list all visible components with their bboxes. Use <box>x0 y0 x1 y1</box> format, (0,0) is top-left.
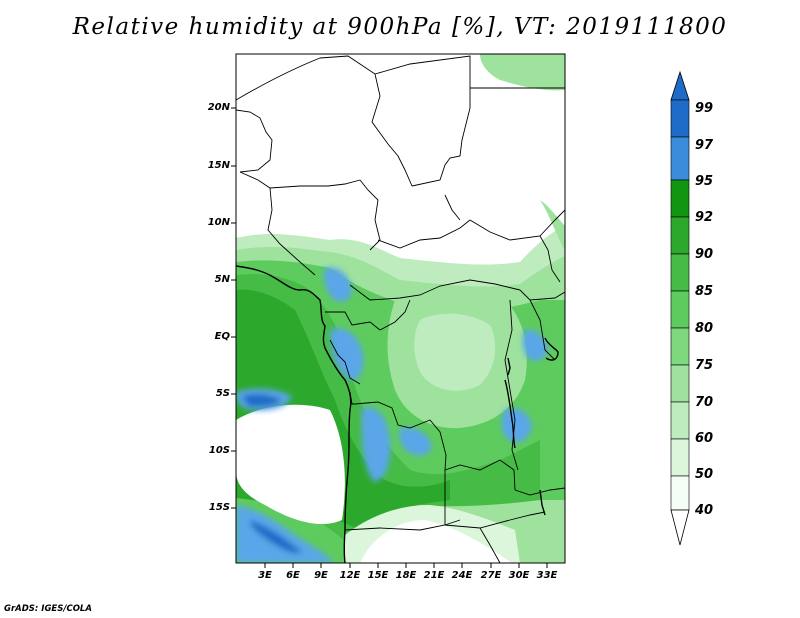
colorbar-bottom-arrow <box>670 509 690 546</box>
colorbar-band-70 <box>670 401 690 440</box>
colorbar-label-97: 97 <box>695 138 714 153</box>
colorbar-label-40: 40 <box>695 503 714 518</box>
rh-zone-95-southwest <box>236 505 335 563</box>
lon-label-12e: 12E <box>339 570 361 581</box>
colorbar-label-80: 80 <box>695 321 714 336</box>
colorbar <box>670 70 690 546</box>
border-cameroon-congo <box>325 311 381 331</box>
border-chad-car <box>377 219 471 249</box>
rh-zone-95-lakes <box>522 329 548 361</box>
rh-zone-99-south-atlantic <box>242 393 282 407</box>
border-chad-sudan <box>411 107 471 187</box>
colorbar-band-90 <box>670 253 690 292</box>
border-nigeria-cameroon <box>267 187 316 276</box>
border-gabon-congo <box>329 339 361 385</box>
map-title: Relative humidity at 900hPa [%], VT: 201… <box>72 14 728 40</box>
colorbar-label-85: 85 <box>695 284 714 299</box>
lon-label-3e: 3E <box>258 570 272 581</box>
rh-zone-east-edge <box>540 200 565 250</box>
border-south-sudan-uganda <box>519 289 565 301</box>
colorbar-band-60 <box>670 438 690 477</box>
border-drc-zambia <box>444 459 516 491</box>
rh-zone-95-cameroon <box>323 267 352 302</box>
border-algeria-niger <box>236 55 389 145</box>
border-sudan-chad-east <box>444 194 461 221</box>
map-frame <box>235 53 566 564</box>
lon-label-9e: 9E <box>314 570 328 581</box>
lat-label-15s: 15S <box>208 502 230 513</box>
colorbar-label-50: 50 <box>695 467 714 482</box>
lat-label-eq: EQ <box>214 331 230 342</box>
colorbar-label-90: 90 <box>695 247 714 262</box>
lon-label-15e: 15E <box>367 570 389 581</box>
border-mali-niger <box>236 109 273 173</box>
lat-label-10n: 10N <box>207 217 230 228</box>
axis-ticks <box>231 107 548 568</box>
border-botswana <box>479 527 501 563</box>
border-east-rift <box>504 299 519 471</box>
rh-zone-95-gabon <box>330 328 364 381</box>
coastlines <box>236 265 559 563</box>
colorbar-label-95: 95 <box>695 174 714 189</box>
colorbar-band-95 <box>670 179 690 218</box>
colorbar-band-97 <box>670 136 690 181</box>
lon-label-30e: 30E <box>508 570 530 581</box>
colorbar-label-60: 60 <box>695 431 714 446</box>
lon-label-33e: 33E <box>536 570 558 581</box>
lat-label-10s: 10S <box>208 445 230 456</box>
colorbar-band-75 <box>670 364 690 403</box>
border-angola-namibia <box>344 519 461 531</box>
coast-lake-kivu <box>507 357 511 376</box>
rh-zone-southern-edge <box>345 505 520 563</box>
border-uganda-kenya <box>529 299 556 361</box>
border-congo-drc <box>379 299 411 331</box>
lat-label-5s: 5S <box>215 388 230 399</box>
coast-gulf-of-guinea <box>236 265 352 563</box>
lon-label-24e: 24E <box>451 570 473 581</box>
lat-label-15n: 15N <box>207 160 230 171</box>
border-ethiopia <box>539 235 561 283</box>
coast-lake-tanganyika <box>504 379 516 449</box>
lat-label-20n: 20N <box>207 102 230 113</box>
rh-zone-interior-core <box>414 313 496 391</box>
colorbar-band-50 <box>670 475 690 511</box>
colorbar-label-92: 92 <box>695 210 714 225</box>
rh-zone-95-angola <box>361 407 391 482</box>
colorbar-band-92 <box>670 216 690 255</box>
coast-lake-malawi <box>539 489 546 516</box>
colorbar-band-99 <box>670 99 690 138</box>
lon-label-18e: 18E <box>395 570 417 581</box>
lon-label-27e: 27E <box>480 570 502 581</box>
lon-label-6e: 6E <box>286 570 300 581</box>
border-car-drc <box>349 279 521 301</box>
border-chad-nigeria-lake <box>359 179 381 251</box>
border-drc-angola <box>354 401 447 471</box>
lon-label-21e: 21E <box>423 570 445 581</box>
border-zambia-zimbabwe <box>509 511 546 521</box>
grads-credit: GrADS: IGES/COLA <box>4 604 92 614</box>
rh-zone-99-southwest <box>250 520 302 554</box>
lat-label-5n: 5N <box>214 274 230 285</box>
country-borders <box>236 55 565 563</box>
dry-zone-south-atlantic <box>236 404 345 525</box>
colorbar-label-99: 99 <box>695 101 714 116</box>
rh-zone-northeast <box>480 54 565 91</box>
border-sudan-southsudan <box>469 209 565 241</box>
coast-lake-victoria <box>544 337 559 361</box>
rh-zone-95-rift <box>501 408 532 443</box>
humidity-field <box>236 54 565 563</box>
colorbar-label-75: 75 <box>695 358 714 373</box>
colorbar-top-arrow <box>670 70 690 101</box>
border-niger-nigeria <box>239 171 361 189</box>
colorbar-label-70: 70 <box>695 395 714 410</box>
colorbar-band-80 <box>670 327 690 366</box>
dry-zone-kalahari <box>360 515 512 563</box>
colorbar-band-85 <box>670 290 690 329</box>
rh-zone-95-katanga <box>399 427 432 456</box>
border-libya <box>374 55 471 108</box>
border-niger-chad <box>387 143 413 187</box>
